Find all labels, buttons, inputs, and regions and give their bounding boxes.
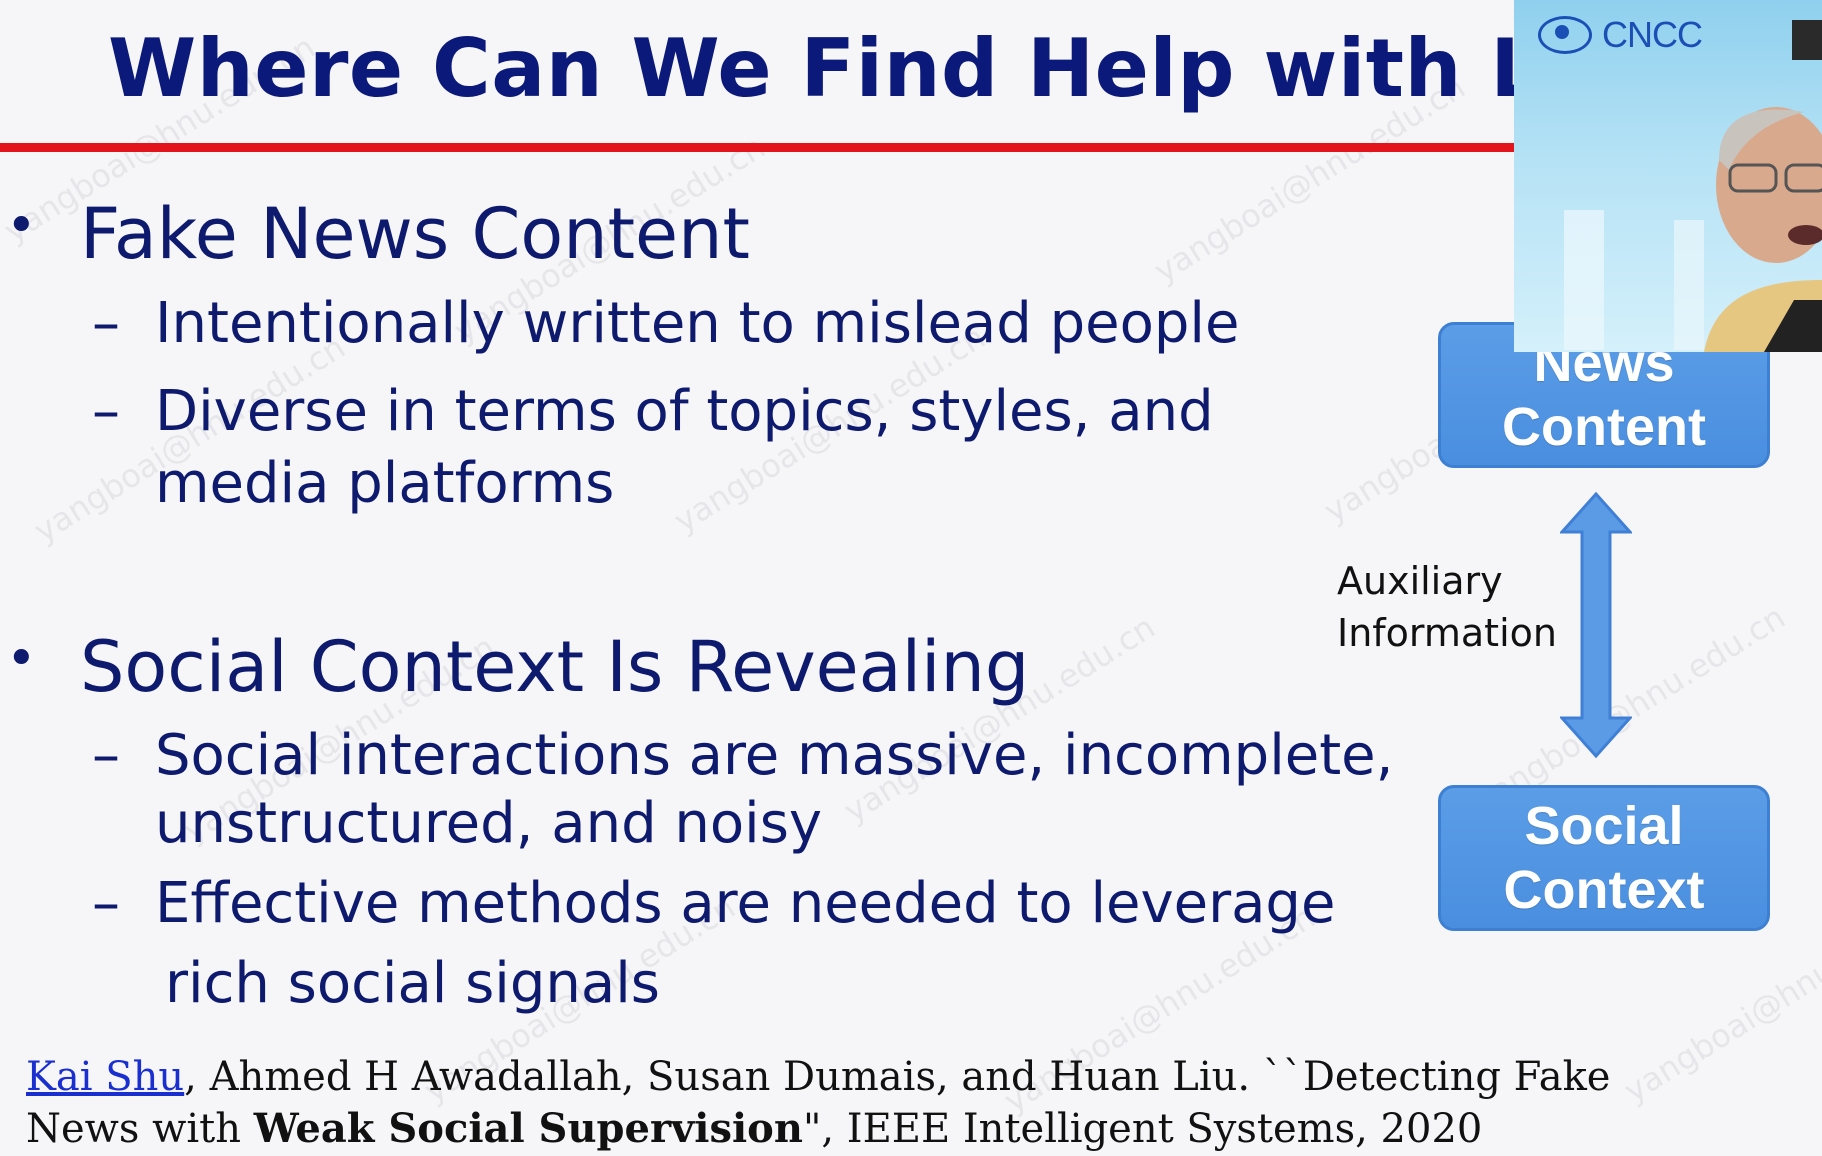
auxiliary-information-label: Auxiliary Information (1337, 555, 1557, 659)
citation: Kai Shu, Ahmed H Awadallah, Susan Dumais… (26, 1052, 1610, 1155)
sub-bullet-text: Intentionally written to mislead people (155, 291, 1240, 356)
author-link[interactable]: Kai Shu (26, 1054, 185, 1100)
box-label-line: Context (1503, 860, 1705, 920)
mute-icon[interactable] (1792, 20, 1822, 60)
cncc-logo-icon (1538, 16, 1592, 54)
cncc-logo-text: CNCC (1602, 14, 1703, 55)
slide-title: Where Can We Find Help with Labe (108, 22, 1709, 115)
citation-text: , Ahmed H Awadallah, Susan Dumais, and H… (184, 1054, 1611, 1100)
bullet-text: Fake News Content (80, 193, 750, 275)
dash-icon: – (92, 291, 120, 356)
citation-line-2: News with Weak Social Supervision", IEEE… (26, 1103, 1610, 1155)
sub-bullet-text: Diverse in terms of topics, styles, and (155, 379, 1214, 444)
bullet-text: Social Context Is Revealing (80, 626, 1030, 708)
webcam-overlay: CNCC (1514, 0, 1822, 352)
citation-bold-title: Weak Social Supervision (253, 1105, 803, 1152)
aux-label-line: Information (1337, 611, 1557, 655)
social-context-box: Social Context (1438, 785, 1770, 931)
citation-text: News with (26, 1106, 254, 1152)
sub-bullet-text-continued: rich social signals (165, 951, 660, 1016)
sub-bullet-text: Effective methods are needed to leverage (155, 871, 1336, 936)
bullet-social-context: • Social Context Is Revealing (6, 627, 1029, 707)
citation-line-1: Kai Shu, Ahmed H Awadallah, Susan Dumais… (26, 1052, 1610, 1103)
bullet-fake-news-content: • Fake News Content (6, 194, 750, 274)
sub-bullet-text: Social interactions are massive, incompl… (155, 723, 1394, 788)
double-arrow-icon (1560, 491, 1632, 759)
title-divider (0, 143, 1520, 152)
cncc-logo: CNCC (1538, 14, 1703, 56)
dash-icon: – (92, 723, 120, 788)
bullet-dot-icon: • (6, 196, 37, 256)
box-label-line: Content (1502, 397, 1706, 457)
speaker-video-icon (1564, 107, 1822, 352)
box-label-line: Social (1524, 796, 1684, 856)
sub-bullet-text-continued: unstructured, and noisy (155, 791, 823, 856)
dash-icon: – (92, 871, 120, 936)
bullet-dot-icon: • (6, 629, 37, 689)
citation-text: ", IEEE Intelligent Systems, 2020 (802, 1106, 1483, 1152)
dash-icon: – (92, 379, 120, 444)
news-content-box: News Content (1438, 322, 1770, 468)
aux-label-line: Auxiliary (1337, 559, 1503, 603)
sub-bullet-text-continued: media platforms (155, 451, 615, 516)
